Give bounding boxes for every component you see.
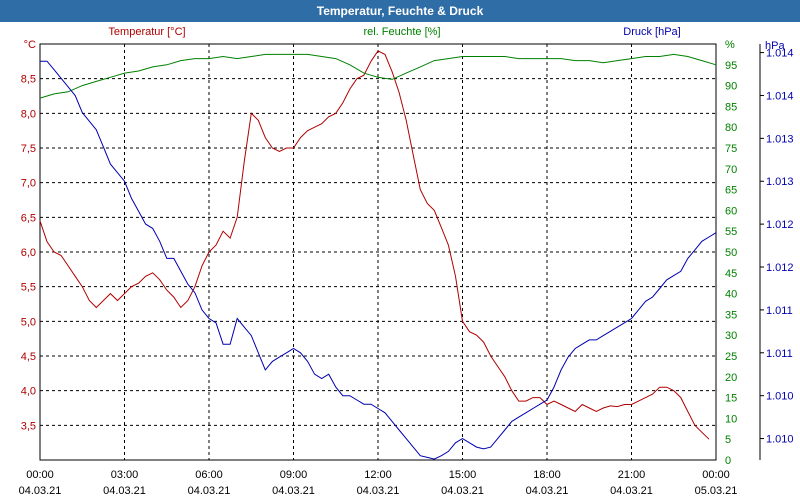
x-tick-date: 04.03.21 [357,485,400,497]
humidity-tick-label: 30 [725,330,737,342]
humidity-series-line [39,53,717,99]
humidity-tick-label: 40 [725,289,737,301]
temperature-series-line [39,50,710,440]
x-tick-time: 06:00 [195,469,223,481]
humidity-tick-label: 65 [725,185,737,197]
pressure-tick-label: 1.013 [766,176,794,188]
pressure-tick-label: 1.013 [766,133,794,145]
x-tick-date: 04.03.21 [526,485,569,497]
window-title: Temperatur, Feuchte & Druck [0,0,800,22]
pressure-series-line [40,60,717,460]
x-tick-time: 00:00 [26,469,54,481]
humidity-unit-label: % [725,39,735,51]
x-tick-time: 03:00 [111,469,139,481]
legend-humidity: rel. Feuchte [%] [363,26,440,38]
x-tick-date: 04.03.21 [441,485,484,497]
temperature-tick-label: 7,0 [21,178,36,190]
plot-frame [39,43,717,461]
x-tick-time: 21:00 [618,469,646,481]
humidity-tick-label: 15 [725,393,737,405]
humidity-tick-label: 5 [725,434,731,446]
x-tick-time: 15:00 [449,469,477,481]
x-tick-time: 18:00 [533,469,561,481]
humidity-tick-label: 55 [725,226,737,238]
humidity-tick-label: 75 [725,143,737,155]
temperature-tick-label: 3,5 [21,420,36,432]
pressure-tick-label: 1.012 [766,219,794,231]
grid [40,44,716,460]
x-tick-date: 04.03.21 [19,485,62,497]
x-tick-time: 00:00 [702,469,730,481]
humidity-tick-label: 70 [725,164,737,176]
pressure-tick-label: 1.011 [766,348,793,360]
humidity-tick-label: 90 [725,81,737,93]
chart-background [0,22,800,500]
temperature-tick-label: 4,0 [21,386,36,398]
humidity-tick-label: 25 [725,351,737,363]
x-tick-time: 09:00 [280,469,308,481]
humidity-tick-label: 60 [725,205,737,217]
axis-labels: 00:00 04.03.21 03:00 04.03.21 06:00 04.03.21 0… [19,26,794,497]
temperature-tick-label: 8,0 [21,108,36,120]
humidity-tick-label: 50 [725,247,737,259]
x-tick-time: 12:00 [364,469,392,481]
x-tick-date: 04.03.21 [188,485,231,497]
humidity-tick-label: 45 [725,268,737,280]
temperature-tick-label: 6,0 [21,247,36,259]
pressure-tick-label: 1.014 [766,48,794,60]
pressure-unit-label: hPa [765,40,785,52]
series-layer [39,50,717,460]
temperature-tick-label: 5,5 [21,282,36,294]
chart: 00:00 04.03.21 03:00 04.03.21 06:00 04.03.21 0… [0,22,800,500]
temperature-unit-label: °C [24,39,36,51]
x-tick-date: 04.03.21 [103,485,146,497]
x-tick-date: 04.03.21 [610,485,653,497]
temperature-tick-label: 7,5 [21,143,36,155]
pressure-tick-label: 1.010 [766,391,794,403]
legend-temperature: Temperatur [°C] [108,26,185,38]
pressure-tick-label: 1.010 [766,434,794,446]
x-tick-date: 05.03.21 [695,485,738,497]
humidity-tick-label: 0 [725,455,731,467]
temperature-tick-label: 6,5 [21,212,36,224]
pressure-tick-label: 1.012 [766,262,794,274]
temperature-tick-label: 8,5 [21,74,36,86]
legend-pressure: Druck [hPa] [623,26,680,38]
pressure-tick-label: 1.014 [766,90,794,102]
humidity-tick-label: 85 [725,101,737,113]
humidity-tick-label: 20 [725,372,737,384]
humidity-tick-label: 80 [725,122,737,134]
pressure-tick-label: 1.011 [766,305,793,317]
temperature-tick-label: 5,0 [21,316,36,328]
humidity-tick-label: 95 [725,60,737,72]
humidity-tick-label: 35 [725,309,737,321]
humidity-tick-label: 10 [725,413,737,425]
temperature-tick-label: 4,5 [21,351,36,363]
x-tick-date: 04.03.21 [272,485,315,497]
